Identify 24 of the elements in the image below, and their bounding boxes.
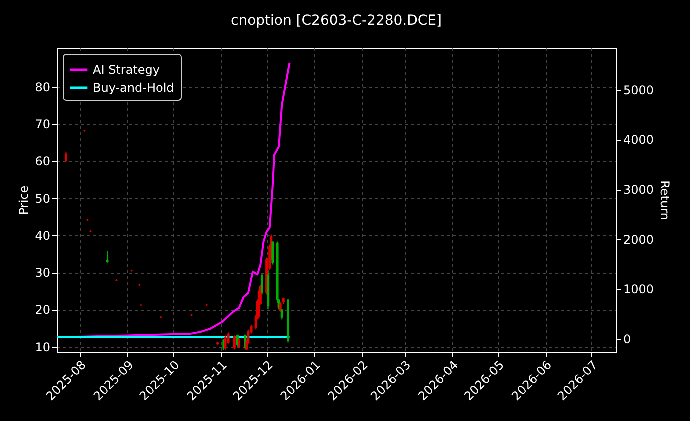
y-axis-title: Price	[17, 186, 32, 216]
y-tick-label: 10	[35, 340, 50, 354]
y-tick-label: 60	[35, 154, 50, 169]
y-tick-label: 50	[35, 192, 50, 206]
y2-tick-label: 0	[624, 332, 632, 347]
candlestick	[106, 250, 109, 264]
chart-title: cnoption [C2603-C-2280.DCE]	[231, 13, 442, 29]
y-tick-label: 80	[35, 80, 50, 94]
candlestick	[272, 241, 274, 266]
legend-label: Buy-and-Hold	[93, 81, 174, 95]
y2-tick-label: 5000	[624, 83, 654, 98]
y-tick-label: 30	[35, 266, 50, 280]
y2-tick-label: 3000	[624, 183, 654, 198]
y2-tick-label: 1000	[624, 282, 654, 297]
candlestick	[64, 151, 68, 162]
candlestick	[238, 337, 240, 348]
legend-label: AI Strategy	[93, 63, 160, 77]
candlestick	[233, 335, 236, 350]
y-tick-label: 70	[35, 118, 50, 132]
y2-tick-label: 2000	[624, 232, 654, 247]
y2-axis-title: Return	[658, 180, 672, 220]
y-tick-label: 20	[35, 303, 50, 318]
y2-tick-label: 4000	[624, 133, 654, 148]
y-tick-label: 40	[35, 228, 50, 243]
